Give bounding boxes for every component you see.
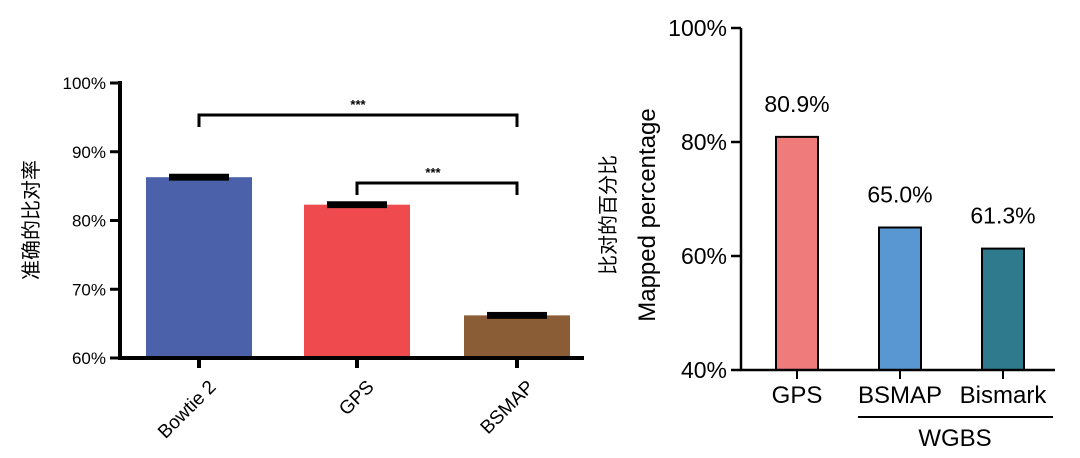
- y-tick-label: 80%: [681, 129, 727, 155]
- right-y-axis-label-chinese: 比对的百分比: [597, 155, 620, 275]
- bar-bsmap: [878, 226, 922, 371]
- y-tick-label: 80%: [72, 212, 106, 231]
- x-tick-label: Bowtie 2: [154, 377, 220, 443]
- error-bar: [487, 311, 547, 319]
- significance-bracket: ***: [355, 165, 519, 195]
- data-label: 65.0%: [867, 182, 932, 208]
- y-tick-label: 70%: [72, 280, 106, 299]
- left-y-axis-label: 准确的比对率: [20, 160, 43, 280]
- y-tick-label: 40%: [681, 357, 727, 383]
- x-tick-label: Bismark: [960, 382, 1048, 409]
- bar-bowtie-2: [146, 177, 252, 358]
- bar-bsmap: [464, 315, 570, 358]
- x-tick-label: GPS: [772, 382, 823, 409]
- x-tick-label: BSMAP: [858, 382, 942, 409]
- bar-gps: [775, 135, 819, 371]
- data-label: 80.9%: [764, 91, 829, 117]
- data-label: 61.3%: [970, 203, 1035, 229]
- y-tick-label: 90%: [72, 143, 106, 162]
- significance-bracket: ***: [197, 97, 519, 127]
- bar-gps: [304, 204, 410, 358]
- significance-label: ***: [350, 97, 366, 112]
- bar-bismark: [981, 247, 1025, 371]
- x-tick-label: BSMAP: [477, 377, 539, 439]
- bracket-line: [355, 181, 519, 195]
- significance-label: ***: [425, 165, 441, 180]
- y-tick-label: 60%: [681, 243, 727, 269]
- right-y-axis-label: Mapped percentage: [634, 108, 661, 322]
- y-tick-label: 100%: [63, 74, 106, 93]
- bracket-line: [197, 113, 519, 127]
- mapped-percentage-chart: 40% 60% 80% 100% GPS BSMAP Bismark 80.9% 65.0%…: [597, 15, 1055, 452]
- y-tick-label: 60%: [72, 349, 106, 368]
- x-tick-label: GPS: [335, 377, 378, 420]
- error-bar: [169, 173, 229, 181]
- error-bar: [327, 201, 387, 209]
- y-tick-label: 100%: [668, 15, 727, 41]
- group-label: WGBS: [918, 425, 991, 452]
- accuracy-chart: 60% 70% 80% 90% 100% Bowtie 2 GPS BSMAP *** ***…: [20, 74, 584, 443]
